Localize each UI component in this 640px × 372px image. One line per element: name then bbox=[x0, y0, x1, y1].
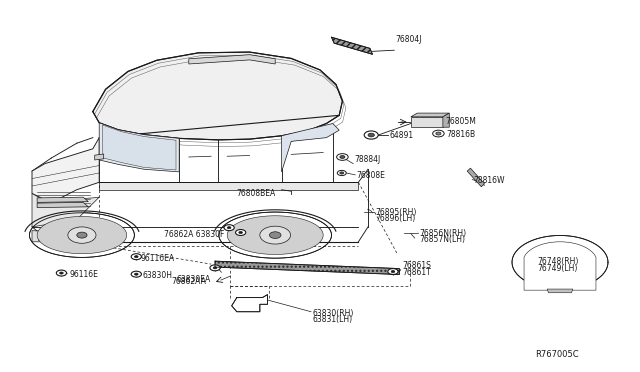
Polygon shape bbox=[38, 236, 61, 240]
Circle shape bbox=[224, 225, 234, 231]
Polygon shape bbox=[99, 123, 179, 172]
Polygon shape bbox=[189, 55, 275, 64]
Circle shape bbox=[56, 270, 67, 276]
Text: 64891: 64891 bbox=[389, 131, 413, 140]
Text: 76804J: 76804J bbox=[396, 35, 422, 44]
Polygon shape bbox=[227, 216, 323, 254]
Polygon shape bbox=[37, 202, 88, 208]
Circle shape bbox=[368, 133, 374, 137]
Text: 76749(LH): 76749(LH) bbox=[538, 264, 578, 273]
Polygon shape bbox=[32, 231, 99, 242]
Polygon shape bbox=[232, 295, 268, 312]
Text: 76862A 63830F: 76862A 63830F bbox=[164, 230, 224, 239]
Polygon shape bbox=[215, 261, 399, 275]
Text: 76896(LH): 76896(LH) bbox=[376, 214, 416, 223]
Polygon shape bbox=[282, 124, 339, 172]
Text: 76856N(RH): 76856N(RH) bbox=[419, 229, 467, 238]
Circle shape bbox=[227, 227, 231, 229]
Circle shape bbox=[68, 227, 96, 243]
Circle shape bbox=[388, 269, 398, 275]
Circle shape bbox=[210, 265, 220, 271]
Circle shape bbox=[436, 132, 441, 135]
Text: 76808E: 76808E bbox=[356, 171, 385, 180]
Circle shape bbox=[60, 272, 63, 274]
Text: 63830(RH): 63830(RH) bbox=[312, 309, 354, 318]
Circle shape bbox=[134, 273, 138, 275]
Polygon shape bbox=[467, 168, 484, 187]
Polygon shape bbox=[102, 125, 176, 170]
Circle shape bbox=[337, 170, 346, 176]
Circle shape bbox=[391, 270, 395, 273]
Text: 76861T: 76861T bbox=[402, 268, 431, 277]
Text: 63830EA: 63830EA bbox=[177, 275, 211, 284]
Polygon shape bbox=[99, 182, 358, 190]
Text: 96116EA: 96116EA bbox=[141, 254, 175, 263]
Polygon shape bbox=[37, 217, 127, 254]
Circle shape bbox=[340, 155, 345, 158]
Text: 76857N(LH): 76857N(LH) bbox=[419, 235, 465, 244]
Polygon shape bbox=[93, 52, 342, 140]
Text: 63831(LH): 63831(LH) bbox=[312, 315, 353, 324]
Text: 76862AA: 76862AA bbox=[172, 278, 206, 286]
Polygon shape bbox=[95, 154, 104, 160]
Circle shape bbox=[131, 271, 141, 277]
Text: 76808BEA: 76808BEA bbox=[237, 189, 276, 198]
Text: 63830H: 63830H bbox=[142, 271, 172, 280]
Circle shape bbox=[260, 226, 291, 244]
Circle shape bbox=[213, 267, 217, 269]
Circle shape bbox=[364, 131, 378, 139]
Polygon shape bbox=[32, 193, 99, 227]
Polygon shape bbox=[37, 197, 88, 202]
Text: 78884J: 78884J bbox=[355, 155, 381, 164]
Polygon shape bbox=[29, 213, 134, 257]
Text: R767005C: R767005C bbox=[535, 350, 579, 359]
Circle shape bbox=[236, 230, 246, 235]
Polygon shape bbox=[443, 113, 449, 127]
Circle shape bbox=[134, 256, 138, 258]
Text: 76748(RH): 76748(RH) bbox=[538, 257, 579, 266]
Polygon shape bbox=[547, 289, 573, 293]
Text: 76895(RH): 76895(RH) bbox=[376, 208, 417, 217]
Text: 78816W: 78816W bbox=[474, 176, 505, 185]
Text: 76805M: 76805M bbox=[445, 117, 476, 126]
Polygon shape bbox=[32, 138, 99, 203]
Polygon shape bbox=[411, 113, 449, 117]
Polygon shape bbox=[219, 212, 332, 258]
Circle shape bbox=[337, 154, 348, 160]
Circle shape bbox=[239, 231, 243, 234]
Circle shape bbox=[131, 254, 141, 260]
Polygon shape bbox=[332, 37, 372, 54]
Circle shape bbox=[340, 172, 344, 174]
Polygon shape bbox=[524, 242, 596, 290]
Text: 76861S: 76861S bbox=[402, 262, 431, 270]
Text: 78816B: 78816B bbox=[447, 130, 476, 139]
Polygon shape bbox=[512, 235, 608, 289]
Circle shape bbox=[433, 130, 444, 137]
Text: 96116E: 96116E bbox=[69, 270, 98, 279]
Circle shape bbox=[269, 232, 281, 238]
Polygon shape bbox=[411, 117, 443, 127]
Circle shape bbox=[77, 232, 87, 238]
